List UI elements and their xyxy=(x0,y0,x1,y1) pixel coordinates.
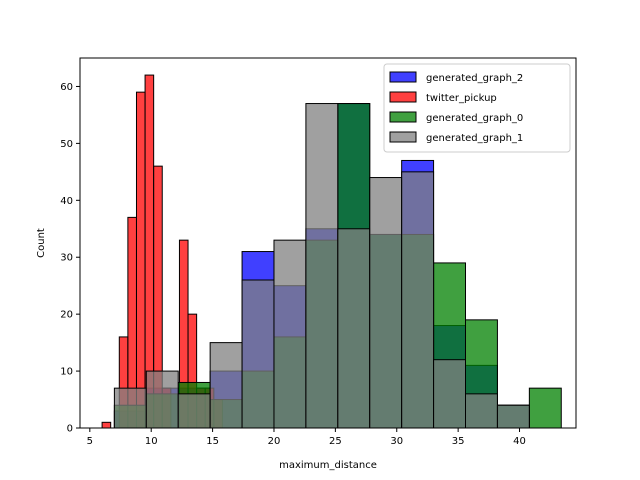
x-tick-label: 40 xyxy=(513,436,526,447)
bar-generated_graph_1-6 xyxy=(305,103,339,429)
bar-generated_graph_1-11 xyxy=(465,393,498,429)
y-axis-ticks: 0 10 20 30 40 50 60 xyxy=(60,82,80,435)
x-tick-label: 10 xyxy=(145,436,158,447)
series-generated_graph_1 xyxy=(113,103,530,429)
legend-label-generated_graph_0: generated_graph_0 xyxy=(426,113,523,124)
legend-box xyxy=(383,63,571,153)
bar-generated_graph_1-3 xyxy=(209,342,243,429)
x-tick-label: 35 xyxy=(452,436,465,447)
y-tick-label: 0 xyxy=(67,424,73,435)
y-tick-label: 50 xyxy=(60,139,73,150)
legend-swatch-twitter_pickup xyxy=(389,91,417,103)
bar-twitter_pickup-4 xyxy=(135,91,146,429)
legend-swatch-generated_graph_0 xyxy=(389,111,417,123)
axes-frame xyxy=(79,57,577,429)
bar-generated_graph_1-4 xyxy=(241,279,275,429)
legend-swatch-generated_graph_2 xyxy=(389,71,417,83)
x-axis-label: maximum_distance xyxy=(279,460,377,471)
y-tick-label: 40 xyxy=(60,196,73,207)
bar-generated_graph_0-13 xyxy=(528,387,562,429)
bar-twitter_pickup-0 xyxy=(101,421,112,429)
y-tick-label: 10 xyxy=(60,367,73,378)
y-tick-label: 60 xyxy=(60,82,73,93)
legend: generated_graph_2 twitter_pickup generated… xyxy=(383,63,571,153)
y-tick-label: 30 xyxy=(60,253,73,264)
bar-generated_graph_1-5 xyxy=(273,239,307,429)
x-tick-label: 5 xyxy=(87,436,93,447)
y-axis-label: Count xyxy=(36,228,47,258)
bar-generated_graph_1-7 xyxy=(337,228,371,429)
bar-generated_graph_1-9 xyxy=(401,171,435,429)
bar-generated_graph_1-8 xyxy=(369,177,403,429)
bar-generated_graph_1-12 xyxy=(496,404,530,429)
legend-label-generated_graph_1: generated_graph_1 xyxy=(426,133,523,144)
y-tick-label: 20 xyxy=(60,310,73,321)
x-tick-label: 30 xyxy=(390,436,403,447)
x-tick-label: 15 xyxy=(206,436,219,447)
bar-generated_graph_1-2 xyxy=(177,393,211,429)
x-tick-label: 25 xyxy=(329,436,342,447)
bar-generated_graph_1-0 xyxy=(113,387,147,429)
bars-layer xyxy=(101,74,562,429)
legend-label-generated_graph_2: generated_graph_2 xyxy=(426,73,523,84)
bar-generated_graph_1-10 xyxy=(433,359,466,429)
legend-swatch-generated_graph_1 xyxy=(389,131,417,143)
x-axis-ticks: 5 10 15 20 25 30 35 40 xyxy=(87,428,526,447)
x-tick-label: 20 xyxy=(268,436,281,447)
legend-label-twitter_pickup: twitter_pickup xyxy=(426,93,497,104)
bar-generated_graph_1-1 xyxy=(145,370,179,429)
